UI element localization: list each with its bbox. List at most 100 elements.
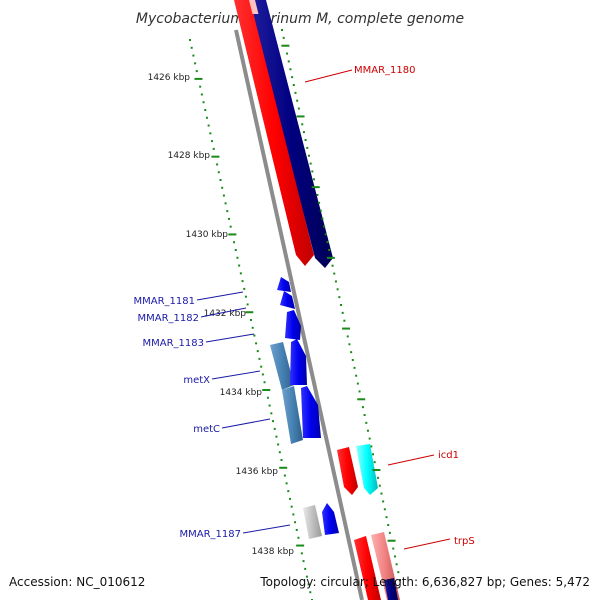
outer-minor-tick	[331, 264, 334, 267]
label-metx[interactable]: metX	[183, 375, 210, 386]
label-metc[interactable]: metC	[193, 424, 220, 435]
minor-tick	[280, 459, 283, 461]
outer-minor-tick	[302, 131, 305, 134]
gene-mmar-1182[interactable]	[280, 291, 295, 309]
outer-minor-tick	[304, 139, 307, 141]
label-trps[interactable]: trpS	[454, 536, 475, 547]
outer-minor-tick	[392, 547, 395, 550]
map-title: Mycobacterium marinum M, complete genome	[136, 11, 464, 27]
minor-tick	[250, 319, 252, 321]
leader-mmar-1183	[205, 333, 255, 343]
minor-tick	[288, 497, 291, 500]
minor-tick	[273, 427, 276, 430]
major-tick	[228, 233, 237, 236]
outer-major-tick	[372, 469, 381, 471]
gene-mmar-1180-red[interactable]	[234, 0, 314, 266]
minor-tick	[255, 342, 258, 345]
minor-tick	[260, 365, 263, 368]
outer-minor-tick	[326, 241, 329, 244]
outer-minor-tick	[383, 508, 386, 511]
minor-tick	[239, 272, 242, 275]
outer-minor-tick	[323, 225, 326, 228]
minor-tick	[275, 435, 278, 438]
gene-mmar-1183[interactable]	[285, 310, 301, 340]
tick-label-1438: 1438 kbp	[252, 547, 295, 557]
outer-minor-tick	[348, 343, 351, 346]
label-mmar-1180[interactable]: MMAR_1180	[354, 65, 416, 76]
gene-metc-steel[interactable]	[282, 386, 303, 444]
outer-minor-tick	[393, 555, 396, 558]
outer-minor-tick	[361, 406, 364, 409]
minor-tick	[222, 194, 225, 197]
tick-label-1434: 1434 kbp	[220, 388, 263, 398]
minor-tick	[229, 225, 232, 228]
major-tick	[262, 389, 271, 391]
label-mmar-1183[interactable]: MMAR_1183	[143, 338, 205, 349]
gene-icd1-red[interactable]	[337, 447, 358, 495]
outer-minor-tick	[328, 249, 331, 251]
minor-tick	[270, 412, 273, 415]
outer-minor-tick	[336, 288, 339, 291]
outer-minor-tick	[294, 91, 297, 94]
minor-tick	[297, 536, 300, 539]
outer-minor-tick	[341, 311, 344, 314]
gene-cap	[249, 0, 259, 14]
minor-tick	[199, 85, 202, 88]
gene-mmar-1187-gray[interactable]	[303, 505, 322, 539]
gene-mmar-1187[interactable]	[322, 503, 339, 535]
major-tick	[194, 77, 203, 80]
minor-tick	[227, 217, 230, 220]
outer-minor-tick	[316, 194, 319, 196]
outer-minor-tick	[395, 563, 398, 566]
tick-label-1426: 1426 kbp	[148, 73, 191, 83]
minor-tick	[256, 350, 259, 353]
outer-minor-tick	[399, 579, 401, 581]
outer-minor-tick	[382, 500, 385, 503]
tick-label-1430: 1430 kbp	[186, 230, 229, 240]
backbone-line	[234, 29, 364, 600]
outer-minor-tick	[313, 178, 316, 181]
minor-tick	[234, 249, 237, 251]
gene-mmar-1180-navy[interactable]	[248, 0, 333, 268]
gene-trps-navy	[384, 578, 398, 600]
gene-metc[interactable]	[301, 386, 321, 438]
label-mmar-1181[interactable]: MMAR_1181	[134, 296, 196, 307]
minor-tick	[216, 163, 219, 166]
outer-minor-tick	[292, 84, 295, 86]
outer-minor-tick	[287, 60, 290, 63]
gene-trps-red[interactable]	[354, 536, 381, 600]
minor-tick	[204, 109, 207, 111]
label-mmar-1182[interactable]: MMAR_1182	[138, 313, 200, 324]
minor-tick	[268, 404, 271, 407]
minor-tick	[236, 256, 239, 259]
gene-icd1[interactable]	[356, 444, 378, 495]
outer-minor-tick	[363, 414, 366, 416]
outer-minor-tick	[370, 445, 373, 448]
minor-tick	[243, 287, 246, 290]
gene-mmar-1181[interactable]	[277, 277, 291, 292]
minor-tick	[294, 521, 297, 524]
outer-minor-tick	[343, 319, 346, 322]
outer-minor-tick	[324, 233, 327, 236]
leader-mmar-1187	[242, 524, 291, 534]
minor-tick	[304, 567, 307, 570]
outer-major-tick	[326, 256, 335, 259]
gene-metx-steel[interactable]	[270, 342, 294, 390]
outer-minor-tick	[358, 390, 361, 393]
minor-tick	[219, 179, 222, 181]
leader-trps	[403, 538, 451, 550]
outer-minor-tick	[365, 421, 368, 424]
outer-minor-tick	[351, 359, 354, 361]
minor-tick	[290, 505, 293, 508]
label-mmar-1187[interactable]: MMAR_1187	[180, 529, 242, 540]
outer-minor-tick	[350, 351, 353, 354]
major-tick	[245, 311, 254, 314]
leader-metx	[211, 370, 261, 380]
outer-minor-tick	[356, 382, 359, 385]
label-icd1[interactable]: icd1	[438, 450, 459, 461]
minor-tick	[207, 124, 210, 127]
minor-tick	[258, 357, 261, 360]
minor-tick	[224, 202, 227, 205]
minor-tick	[285, 482, 288, 485]
gene-metx[interactable]	[290, 339, 307, 385]
